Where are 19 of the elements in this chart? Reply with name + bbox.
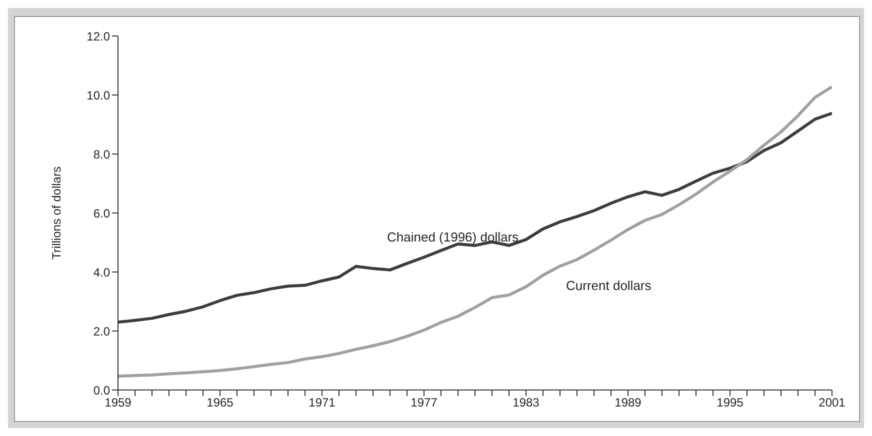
line-series: [118, 85, 832, 378]
series-label: Chained (1996) dollars: [387, 229, 520, 244]
y-axis-title: Trillions of dollars: [49, 166, 64, 260]
x-tick-label: 1965: [206, 396, 234, 410]
y-tick-label: 10.0: [86, 88, 110, 102]
x-tick-label: 1971: [308, 396, 336, 410]
y-tick-label: 0.0: [93, 383, 110, 398]
y-tick-label: 6.0: [93, 206, 110, 220]
x-tick-label: 1983: [512, 396, 540, 410]
y-tick-label: 2.0: [93, 324, 110, 338]
x-tick-label: 1989: [614, 396, 642, 410]
series-label: Current dollars: [566, 278, 652, 294]
x-tick-label: 1977: [410, 396, 438, 410]
x-tick-label: 2001: [818, 396, 846, 410]
x-tick-label: 1995: [716, 396, 744, 410]
x-tick-label: 1959: [104, 396, 132, 410]
y-tick-label: 4.0: [93, 265, 110, 280]
y-tick-label: 8.0: [93, 147, 110, 162]
y-tick-label: 12.0: [86, 29, 110, 44]
